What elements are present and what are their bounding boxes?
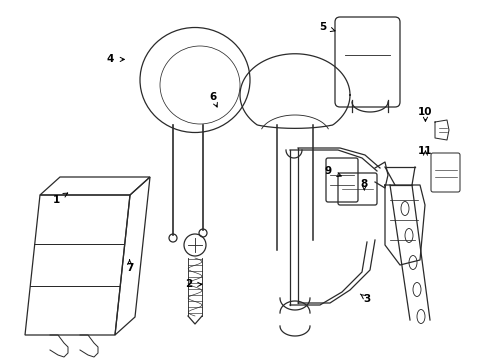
Text: 4: 4 <box>106 54 124 64</box>
Text: 7: 7 <box>125 260 133 273</box>
Text: 1: 1 <box>53 193 67 205</box>
Text: 11: 11 <box>417 146 432 156</box>
Text: 8: 8 <box>360 179 367 190</box>
Text: 6: 6 <box>209 92 217 107</box>
Text: 3: 3 <box>360 294 369 304</box>
Text: 5: 5 <box>319 22 334 32</box>
Text: 9: 9 <box>324 166 341 176</box>
Text: 2: 2 <box>184 279 202 289</box>
Text: 10: 10 <box>417 107 432 121</box>
